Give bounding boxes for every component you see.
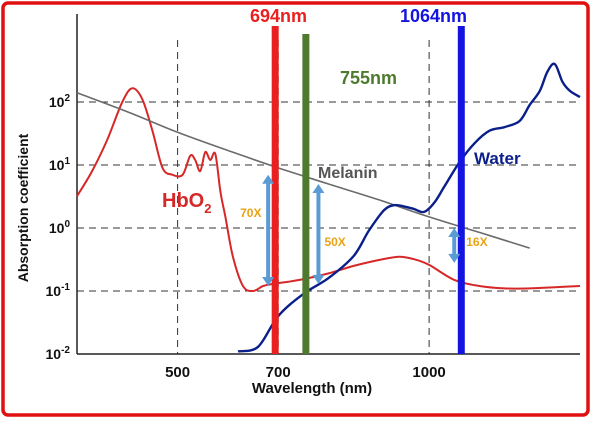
ratio-label: 70X	[240, 206, 261, 220]
ratio-label: 50X	[324, 235, 345, 249]
y-tick-exponent: 0	[64, 219, 70, 230]
y-tick-label: 101	[49, 156, 71, 173]
y-tick-label: 10-1	[46, 282, 71, 299]
label-layer: Wavelength (nm) Absorption coefficient	[15, 133, 372, 397]
red-border	[1, 1, 590, 417]
y-tick-label: 10-2	[46, 345, 71, 362]
x-tick-labels: 500 700 1000	[165, 364, 446, 381]
laser-label-1064nm: 1064nm	[400, 6, 467, 26]
series-label-melanin: Melanin	[318, 165, 378, 182]
series-line-water	[237, 62, 581, 353]
series-line-hbo	[76, 87, 581, 293]
ratio-arrow-head-down	[448, 253, 461, 263]
x-axis-label: Wavelength (nm)	[252, 380, 372, 397]
axes	[76, 14, 580, 355]
ratio-arrow-head-up	[312, 183, 325, 193]
y-axis-label: Absorption coefficient	[15, 133, 31, 282]
y-tick-base: 10	[49, 220, 65, 236]
y-tick-base: 10	[49, 157, 65, 173]
arrow-layer: 70X 50X 16X	[240, 174, 488, 287]
ratio-arrow-head-up	[262, 174, 275, 184]
y-tick-exponent: -2	[61, 345, 70, 356]
series-label-hbo2-name: HbO	[162, 190, 204, 212]
y-tick-exponent: -1	[61, 282, 70, 293]
ratio-label: 16X	[466, 235, 487, 249]
laser-layer: 694nm 755nm 1064nm	[250, 6, 467, 354]
ratio-arrow-head-down	[262, 277, 275, 287]
series-layer: HbO2 Melanin Water	[76, 62, 581, 353]
laser-label-694nm: 694nm	[250, 6, 307, 26]
series-label-hbo2: HbO2	[162, 190, 211, 216]
x-tick-label: 1000	[412, 364, 445, 381]
y-tick-exponent: 1	[64, 156, 70, 167]
x-tick-label: 500	[165, 364, 190, 381]
y-tick-base: 10	[46, 283, 62, 299]
ratio-arrow-head-down	[312, 274, 325, 284]
y-tick-label: 100	[49, 219, 71, 236]
y-tick-exponent: 2	[64, 93, 70, 104]
x-tick-label: 700	[266, 364, 291, 381]
y-tick-base: 10	[46, 346, 62, 362]
series-label-water: Water	[474, 149, 521, 168]
y-tick-base: 10	[49, 94, 65, 110]
laser-label-755nm: 755nm	[340, 68, 397, 88]
y-tick-label: 102	[49, 93, 71, 110]
series-label-hbo2-subscript: 2	[204, 201, 211, 216]
ratio-arrow-head-up	[448, 228, 461, 237]
